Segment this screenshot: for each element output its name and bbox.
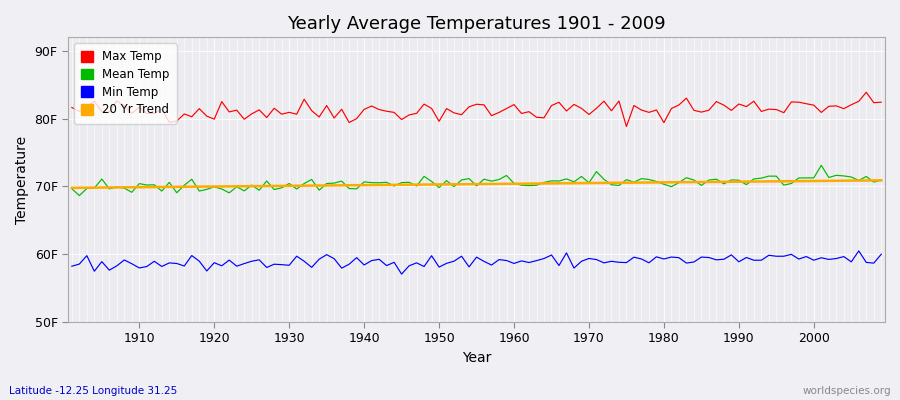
Text: worldspecies.org: worldspecies.org (803, 386, 891, 396)
20 Yr Trend (501, 182, 512, 186)
Line: Mean Temp: Mean Temp (72, 165, 881, 196)
Min Temp (606, 259, 616, 264)
20 Yr Trend (292, 183, 302, 188)
Min Temp (126, 261, 137, 266)
Min Temp (67, 264, 77, 269)
Mean Temp (606, 182, 616, 187)
Min Temp (337, 266, 347, 270)
20 Yr Trend (598, 180, 609, 185)
Mean Temp (67, 186, 77, 191)
Min Temp (292, 254, 302, 259)
Min Temp (396, 272, 407, 276)
Max Temp (598, 99, 609, 104)
Min Temp (853, 248, 864, 253)
Text: Latitude -12.25 Longitude 31.25: Latitude -12.25 Longitude 31.25 (9, 386, 177, 396)
Min Temp (508, 261, 519, 266)
Max Temp (508, 102, 519, 107)
Max Temp (876, 100, 886, 104)
Mean Temp (516, 183, 526, 188)
20 Yr Trend (876, 178, 886, 183)
Y-axis label: Temperature: Temperature (15, 136, 29, 224)
Max Temp (292, 112, 302, 117)
Min Temp (876, 252, 886, 257)
Mean Temp (876, 178, 886, 182)
Max Temp (126, 111, 137, 116)
Legend: Max Temp, Mean Temp, Min Temp, 20 Yr Trend: Max Temp, Mean Temp, Min Temp, 20 Yr Tre… (74, 43, 176, 124)
Line: Max Temp: Max Temp (72, 92, 881, 126)
Max Temp (337, 107, 347, 112)
Mean Temp (134, 181, 145, 186)
Line: Min Temp: Min Temp (72, 251, 881, 274)
20 Yr Trend (337, 183, 347, 188)
Title: Yearly Average Temperatures 1901 - 2009: Yearly Average Temperatures 1901 - 2009 (287, 15, 666, 33)
Max Temp (861, 90, 872, 95)
Mean Temp (816, 163, 827, 168)
20 Yr Trend (67, 186, 77, 190)
Max Temp (67, 105, 77, 110)
Line: 20 Yr Trend: 20 Yr Trend (72, 180, 881, 188)
20 Yr Trend (508, 181, 519, 186)
Max Temp (621, 124, 632, 129)
Mean Temp (299, 181, 310, 186)
X-axis label: Year: Year (462, 351, 491, 365)
20 Yr Trend (126, 185, 137, 190)
Min Temp (516, 258, 526, 263)
Mean Temp (344, 186, 355, 191)
Mean Temp (74, 193, 85, 198)
Max Temp (501, 106, 512, 111)
Mean Temp (508, 181, 519, 186)
